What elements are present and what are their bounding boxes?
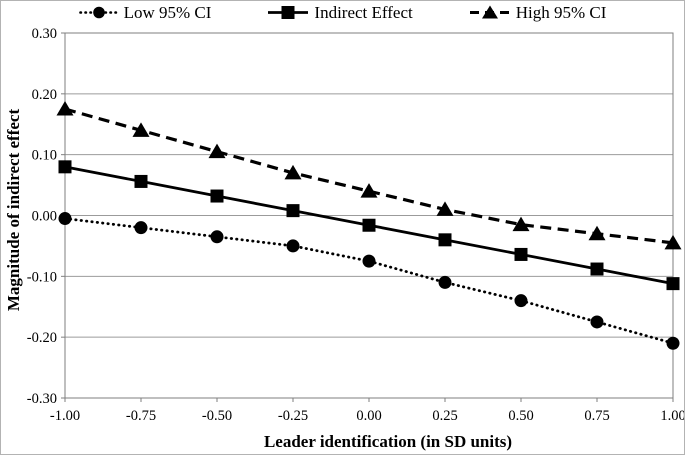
data-marker-circle: [514, 294, 528, 308]
y-tick-label: 0.20: [32, 87, 57, 103]
x-tick-label: 0.50: [508, 408, 533, 424]
data-marker-triangle: [664, 234, 682, 250]
data-marker-circle: [590, 315, 604, 329]
dashed-line-triangle-marker-icon: [469, 5, 510, 19]
x-tick-label: -1.00: [50, 408, 80, 424]
x-tick-label: 0.75: [584, 408, 609, 424]
data-marker-circle: [438, 275, 452, 289]
data-marker-circle: [666, 336, 680, 350]
data-marker-square: [210, 189, 224, 203]
data-marker-square: [438, 233, 452, 247]
data-marker-circle: [134, 221, 148, 235]
x-axis-title: Leader identification (in SD units): [263, 432, 513, 451]
y-tick-label: -0.10: [27, 269, 57, 285]
legend-label-low-95-ci: Low 95% CI: [123, 2, 212, 22]
y-tick-label: -0.30: [27, 391, 57, 407]
y-tick-label: 0.10: [32, 148, 57, 164]
data-marker-circle: [210, 230, 224, 244]
y-tick-label: -0.20: [27, 330, 57, 346]
legend-item-low-95-ci: Low 95% CI: [78, 2, 212, 23]
x-tick-label: 0.25: [432, 408, 457, 424]
x-tick-label: -0.25: [278, 408, 308, 424]
data-marker-triangle: [512, 216, 530, 232]
data-marker-circle: [58, 212, 72, 226]
solid-line-square-marker-icon: [268, 6, 309, 19]
legend-label-high-95-ci: High 95% CI: [515, 2, 607, 22]
y-axis-title: Magnitude of indirect effect: [4, 108, 23, 312]
data-marker-square: [590, 262, 604, 276]
chart-legend: Low 95% CI Indirect Effect High 95% CI: [1, 2, 684, 23]
data-marker-square: [58, 160, 72, 174]
x-tick-label: -0.75: [126, 408, 156, 424]
data-marker-triangle: [436, 201, 454, 216]
x-tick-label: 1.00: [660, 408, 685, 424]
legend-item-indirect-effect: Indirect Effect: [267, 2, 413, 23]
data-marker-circle: [286, 239, 300, 253]
legend-label-indirect-effect: Indirect Effect: [314, 2, 413, 22]
data-marker-triangle: [588, 225, 606, 241]
data-marker-square: [362, 218, 376, 232]
y-tick-label: 0.30: [32, 26, 57, 42]
data-marker-square: [134, 174, 148, 188]
data-marker-square: [514, 247, 528, 261]
series-line-dashed: [64, 107, 674, 245]
series-line-dotted: [63, 217, 675, 345]
y-tick-label: 0.00: [32, 209, 57, 225]
data-marker-square: [666, 277, 680, 291]
data-marker-triangle: [56, 101, 74, 116]
dotted-line-circle-marker-icon: [78, 6, 119, 19]
data-marker-circle: [362, 254, 376, 268]
data-marker-triangle: [360, 183, 378, 198]
legend-item-high-95-ci: High 95% CI: [469, 2, 607, 23]
data-marker-triangle: [208, 143, 226, 159]
data-marker-triangle: [284, 164, 302, 180]
data-marker-triangle: [132, 122, 150, 137]
data-marker-square: [286, 204, 300, 218]
x-tick-label: -0.50: [202, 408, 232, 424]
x-tick-label: 0.00: [356, 408, 381, 424]
